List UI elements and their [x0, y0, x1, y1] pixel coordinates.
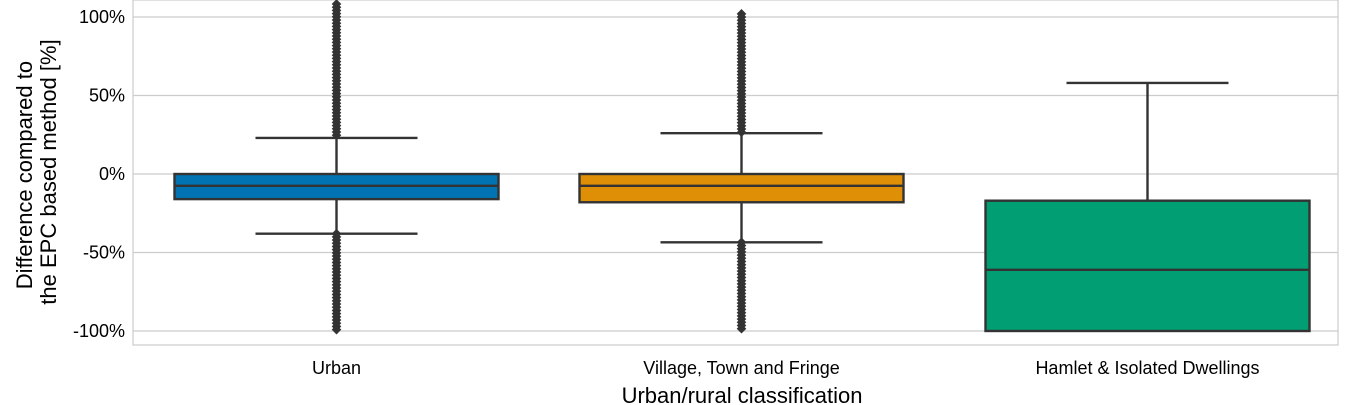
y-axis-title-line-1: Difference compared to: [12, 61, 37, 289]
plot-area-frame: [132, 0, 1339, 346]
y-tick-label: -100%: [73, 321, 125, 341]
x-tick-label: Hamlet & Isolated Dwellings: [1035, 358, 1259, 378]
x-axis-ticks: Urban Village, Town and Fringe Hamlet & Is…: [312, 358, 1260, 378]
y-tick-label: 0%: [99, 164, 125, 184]
outlier-marker: [736, 127, 747, 138]
x-tick-label: Village, Town and Fringe: [643, 358, 839, 378]
y-axis-title: Difference compared to the EPC based met…: [12, 39, 61, 304]
x-tick-label: Urban: [312, 358, 361, 378]
box-2: [984, 199, 1311, 333]
y-tick-label: 100%: [79, 7, 125, 27]
x-axis-title: Urban/rural classification: [622, 383, 863, 405]
outlier-marker: [331, 130, 342, 140]
outlier-marker: [736, 323, 747, 334]
outlier-marker: [331, 324, 342, 335]
y-tick-label: 50%: [89, 86, 125, 106]
y-axis-title-line-2: the EPC based method [%]: [36, 39, 61, 304]
box-1: [578, 172, 905, 204]
y-axis-ticks: 100% 50% 0% -50% -100%: [73, 7, 125, 341]
box-plot-marks: [173, 0, 1311, 335]
y-tick-label: -50%: [83, 243, 125, 263]
